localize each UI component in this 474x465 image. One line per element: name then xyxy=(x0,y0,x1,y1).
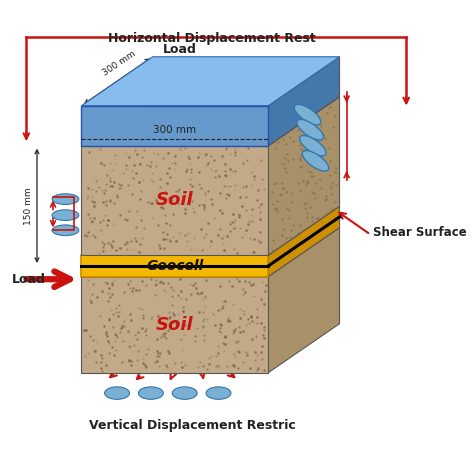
Polygon shape xyxy=(82,277,268,372)
Text: Load: Load xyxy=(163,43,196,56)
Text: 150 mm: 150 mm xyxy=(24,187,33,225)
Ellipse shape xyxy=(294,104,321,125)
Ellipse shape xyxy=(297,120,323,140)
Text: Vertical Displacement Restric: Vertical Displacement Restric xyxy=(89,419,296,432)
Text: Soil: Soil xyxy=(156,192,194,209)
Text: 300 mm: 300 mm xyxy=(154,125,196,135)
Text: Shear Surface: Shear Surface xyxy=(374,226,467,239)
Polygon shape xyxy=(82,57,339,106)
Ellipse shape xyxy=(52,210,79,220)
Polygon shape xyxy=(268,206,339,277)
Polygon shape xyxy=(82,146,268,255)
Text: 300 mm: 300 mm xyxy=(101,49,137,78)
Text: Geocell: Geocell xyxy=(146,259,204,273)
Ellipse shape xyxy=(52,225,79,236)
Ellipse shape xyxy=(206,387,231,399)
Text: Soil: Soil xyxy=(156,316,194,333)
Ellipse shape xyxy=(172,387,197,399)
Polygon shape xyxy=(268,97,339,255)
Text: Load: Load xyxy=(12,272,46,286)
Ellipse shape xyxy=(105,387,129,399)
Polygon shape xyxy=(82,255,268,277)
Ellipse shape xyxy=(138,387,164,399)
Ellipse shape xyxy=(302,151,329,171)
Polygon shape xyxy=(82,97,339,146)
Ellipse shape xyxy=(300,135,326,156)
Text: Horizontal Displacement Rest: Horizontal Displacement Rest xyxy=(109,32,316,45)
Polygon shape xyxy=(268,227,339,372)
Polygon shape xyxy=(268,57,339,146)
Ellipse shape xyxy=(52,194,79,205)
Polygon shape xyxy=(82,106,268,146)
